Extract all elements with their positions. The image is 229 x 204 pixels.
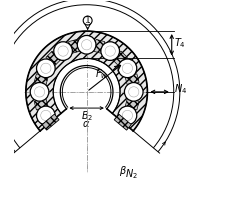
Text: $\beta$: $\beta$ bbox=[119, 164, 126, 178]
Circle shape bbox=[36, 106, 55, 125]
Polygon shape bbox=[68, 39, 80, 53]
Polygon shape bbox=[125, 98, 139, 110]
Circle shape bbox=[118, 106, 136, 125]
Text: 1: 1 bbox=[85, 16, 90, 25]
Polygon shape bbox=[93, 39, 104, 53]
Circle shape bbox=[77, 35, 95, 54]
Polygon shape bbox=[46, 51, 60, 66]
Circle shape bbox=[30, 83, 49, 101]
Circle shape bbox=[101, 42, 119, 60]
Text: $F_w$: $F_w$ bbox=[94, 67, 107, 81]
Circle shape bbox=[36, 59, 55, 78]
Polygon shape bbox=[34, 98, 48, 110]
PathPatch shape bbox=[26, 31, 147, 131]
Polygon shape bbox=[125, 74, 139, 85]
Circle shape bbox=[118, 59, 136, 78]
Text: $B_2$: $B_2$ bbox=[80, 110, 92, 123]
Text: $N_2$: $N_2$ bbox=[124, 167, 137, 181]
Polygon shape bbox=[34, 74, 48, 85]
Text: $\alpha$: $\alpha$ bbox=[82, 119, 90, 129]
Circle shape bbox=[124, 83, 142, 101]
Text: $T_4$: $T_4$ bbox=[174, 36, 185, 50]
Polygon shape bbox=[114, 114, 131, 130]
Circle shape bbox=[54, 42, 72, 60]
Polygon shape bbox=[112, 51, 127, 66]
Polygon shape bbox=[42, 114, 59, 130]
Text: $N_4$: $N_4$ bbox=[174, 83, 187, 96]
